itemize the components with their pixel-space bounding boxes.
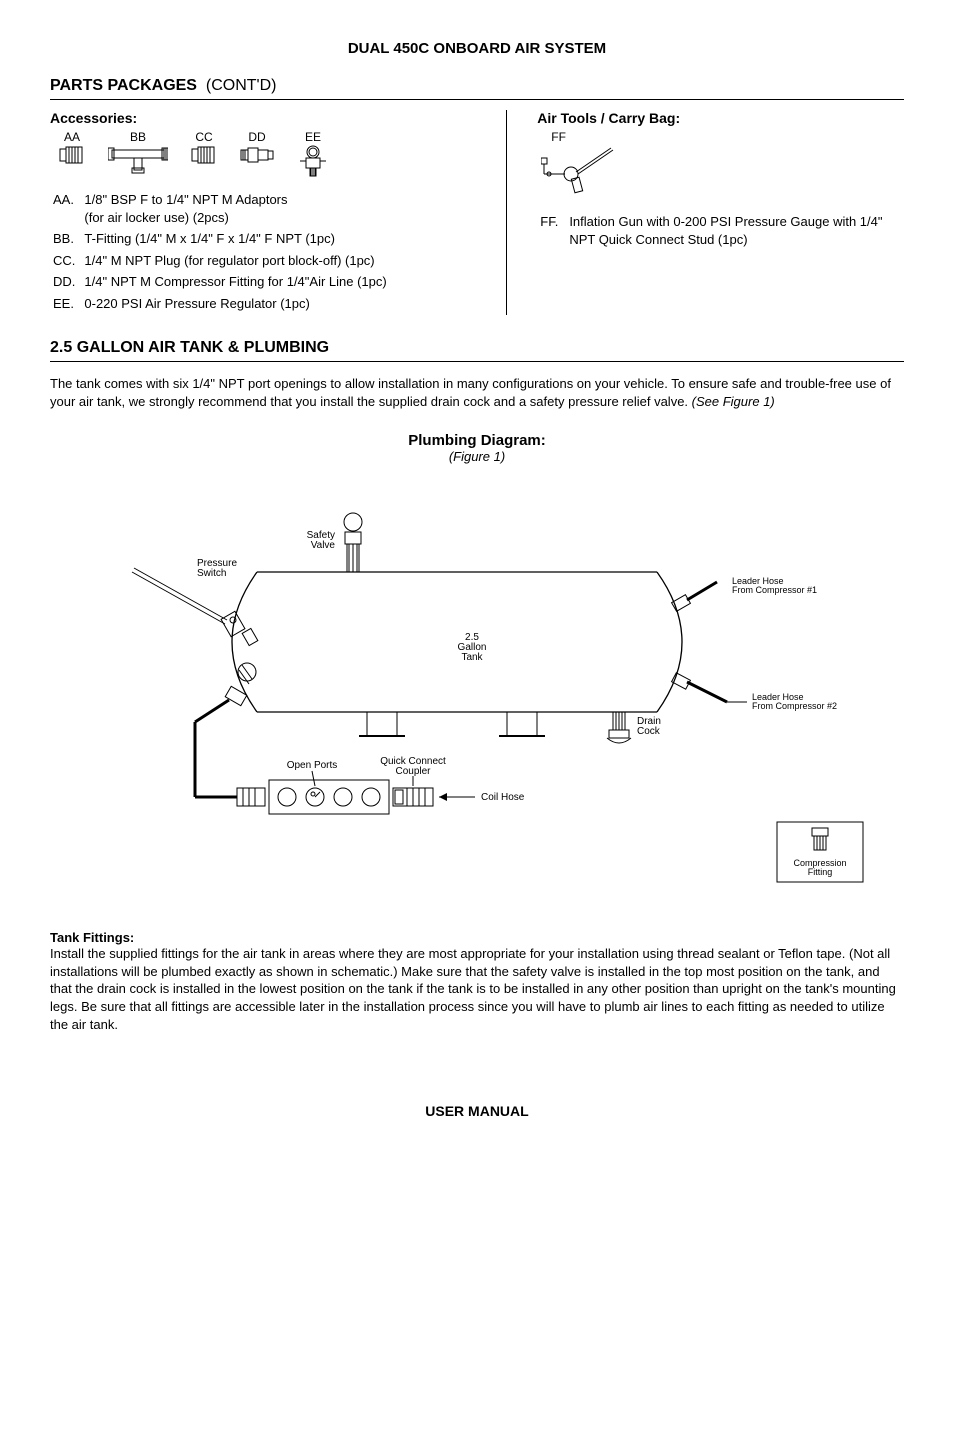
accessory-dd: DD	[240, 130, 274, 166]
airtools-icons: FF	[541, 130, 904, 200]
plug-icon	[190, 144, 218, 166]
regulator-icon	[296, 144, 330, 178]
outlet-line-icon	[195, 687, 247, 798]
open-ports-label: Open Ports	[287, 760, 338, 771]
parts-packages-heading: PARTS PACKAGES (CONT'D)	[50, 77, 904, 100]
accessory-ee-label: EE	[305, 130, 321, 144]
accessory-cc: CC	[190, 130, 218, 166]
parts-packages-cont-text: (CONT'D)	[206, 77, 277, 94]
accessory-dd-label: DD	[248, 130, 265, 144]
accessory-ee: EE	[296, 130, 330, 178]
pressure-switch-label: PressureSwitch	[197, 558, 237, 579]
air-ff-key: FF.	[539, 212, 566, 249]
t-fitting-icon	[108, 144, 168, 174]
accessory-bb: BB	[108, 130, 168, 174]
footer: USER MANUAL	[50, 1103, 904, 1119]
parts-packages-label: PARTS PACKAGES	[50, 77, 197, 94]
airtools-list: FF. Inflation Gun with 0-200 PSI Pressur…	[537, 210, 904, 251]
acc-aa-key: AA.	[52, 190, 81, 227]
plumbing-diagram: SafetyValve PressureSwitch 2.5GallonTank…	[77, 472, 877, 902]
accessory-bb-label: BB	[130, 130, 146, 144]
quick-connect-label: Quick ConnectCoupler	[380, 756, 446, 777]
acc-cc-val: 1/4" M NPT Plug (for regulator port bloc…	[83, 251, 387, 271]
safety-valve-label: SafetyValve	[307, 530, 336, 551]
acc-dd-key: DD.	[52, 272, 81, 292]
leader-hose-2-label: Leader HoseFrom Compressor #2	[752, 692, 837, 711]
acc-bb-val: T-Fitting (1/4" M x 1/4" F x 1/4" F NPT …	[83, 229, 387, 249]
accessory-cc-label: CC	[195, 130, 212, 144]
tank-fittings-heading: Tank Fittings:	[50, 930, 904, 945]
coil-hose-label: Coil Hose	[481, 792, 525, 803]
inflation-gun-icon	[541, 144, 621, 200]
safety-valve-icon	[344, 513, 362, 572]
accessory-aa-label: AA	[64, 130, 80, 144]
adaptor-icon	[58, 144, 86, 166]
airtool-ff-label: FF	[551, 130, 566, 144]
tank-fittings-para: Install the supplied fittings for the ai…	[50, 945, 904, 1033]
acc-cc-key: CC.	[52, 251, 81, 271]
acc-ee-val: 0-220 PSI Air Pressure Regulator (1pc)	[83, 294, 387, 314]
drain-cock-label: DrainCock	[637, 716, 661, 737]
accessories-heading: Accessories:	[50, 110, 498, 126]
acc-bb-key: BB.	[52, 229, 81, 249]
airtools-col: Air Tools / Carry Bag: FF	[507, 110, 904, 315]
tank-label: 2.5GallonTank	[458, 632, 487, 663]
tank-para: The tank comes with six 1/4" NPT port op…	[50, 375, 904, 410]
airtool-ff: FF	[541, 130, 621, 200]
accessories-icons: AA BB	[58, 130, 498, 178]
doc-title: DUAL 450C ONBOARD AIR SYSTEM	[50, 40, 904, 57]
bottom-fittings-icon	[237, 780, 433, 814]
leader-hose-1-icon	[672, 582, 717, 611]
compression-fitting-label: CompressionFitting	[793, 858, 846, 877]
accessory-aa: AA	[58, 130, 86, 166]
acc-dd-val: 1/4" NPT M Compressor Fitting for 1/4"Ai…	[83, 272, 387, 292]
airtools-heading: Air Tools / Carry Bag:	[537, 110, 904, 126]
leader-hose-2-icon	[672, 673, 727, 702]
drain-cock-icon	[607, 712, 631, 743]
diagram-title: Plumbing Diagram:	[50, 432, 904, 449]
accessories-list: AA. 1/8" BSP F to 1/4" NPT M Adaptors (f…	[50, 188, 498, 315]
tank-icon	[232, 572, 682, 736]
tank-heading: 2.5 GALLON AIR TANK & PLUMBING	[50, 339, 904, 362]
accessories-col: Accessories: AA BB	[50, 110, 507, 315]
acc-aa-val: 1/8" BSP F to 1/4" NPT M Adaptors (for a…	[83, 190, 387, 227]
air-ff-val: Inflation Gun with 0-200 PSI Pressure Ga…	[568, 212, 902, 249]
packages-two-col: Accessories: AA BB	[50, 110, 904, 315]
leader-hose-1-label: Leader HoseFrom Compressor #1	[732, 576, 817, 595]
acc-ee-key: EE.	[52, 294, 81, 314]
diagram-subtitle: (Figure 1)	[50, 449, 904, 464]
compressor-fitting-icon	[240, 144, 274, 166]
